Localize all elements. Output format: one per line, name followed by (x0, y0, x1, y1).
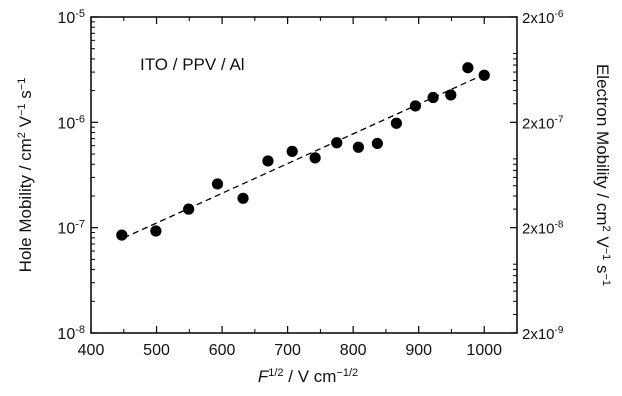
y-axis-label-right: Electron Mobility / cm2 V−1 s−1 (593, 64, 612, 286)
data-point (478, 69, 490, 81)
data-point (352, 141, 364, 153)
x-tick-label: 500 (143, 342, 170, 359)
x-tick-label: 1000 (466, 342, 502, 359)
y2-tick-label-right: 2x10-8 (522, 220, 564, 238)
y-tick-label-left: 10-8 (57, 324, 85, 343)
x-tick-label: 700 (274, 342, 301, 359)
data-point (211, 178, 224, 190)
x-tick-label: 600 (209, 342, 236, 359)
chart-annotation: ITO / PPV / Al (140, 55, 245, 74)
data-point (462, 62, 474, 74)
y-tick-label-left: 10-6 (57, 113, 85, 132)
data-point (371, 137, 384, 150)
data-point (427, 91, 439, 104)
data-point (390, 117, 403, 129)
y-tick-label-left: 10-5 (57, 8, 85, 27)
data-point (183, 203, 195, 215)
y2-tick-label-right: 2x10-7 (522, 114, 564, 132)
y-tick-label-left: 10-7 (57, 219, 85, 238)
y-axis-label-left: Hole Mobility / cm2 V−1 s−1 (16, 78, 35, 273)
data-point (309, 152, 321, 164)
x-tick-label: 900 (405, 342, 432, 359)
data-point (286, 145, 298, 157)
data-point (409, 100, 422, 112)
data-point (445, 89, 457, 101)
data-point (331, 137, 343, 149)
y2-tick-label-right: 2x10-9 (522, 325, 564, 343)
x-axis-label: F1/2 / V cm−1/2 (258, 367, 358, 386)
data-point (237, 192, 249, 204)
y2-tick-label-right: 2x10-6 (522, 9, 564, 27)
plot-frame (90, 16, 518, 334)
x-tick-label: 400 (78, 342, 105, 359)
x-tick-label: 800 (340, 342, 367, 359)
data-point (150, 225, 162, 237)
data-point (116, 229, 128, 241)
data-point (262, 155, 274, 167)
